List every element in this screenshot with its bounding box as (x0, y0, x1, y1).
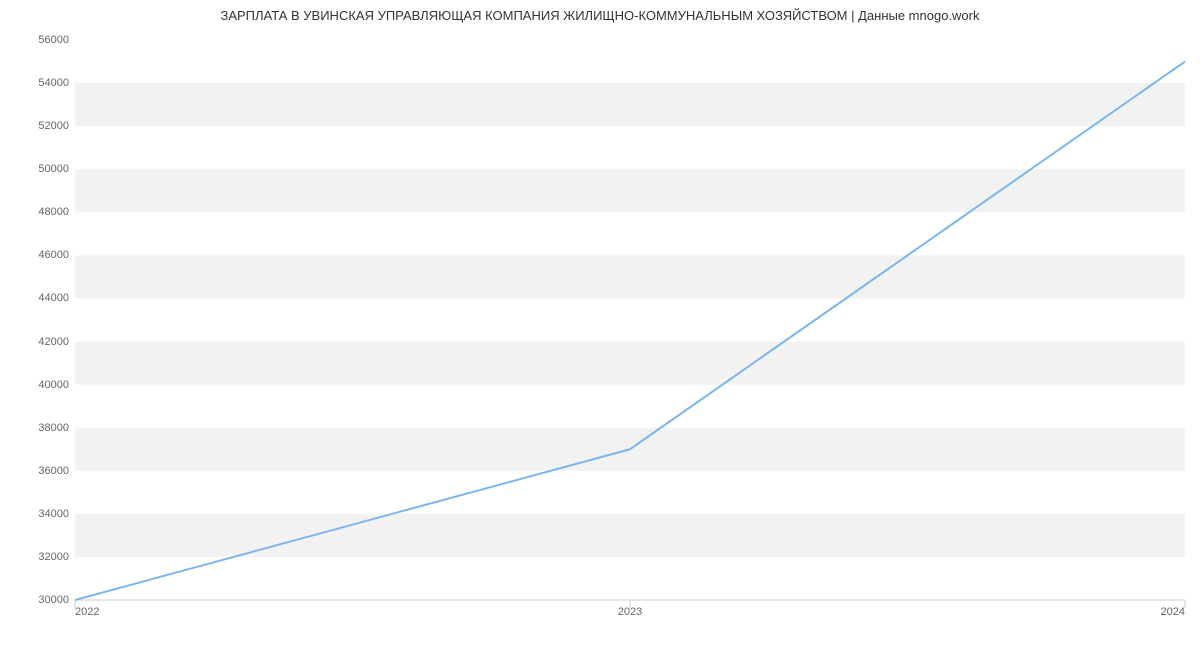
chart-svg (75, 40, 1185, 612)
y-tick-label: 52000 (38, 120, 69, 132)
y-tick-label: 38000 (38, 422, 69, 434)
x-tick-label: 2024 (1161, 606, 1185, 618)
plot-area: 3000032000340003600038000400004200044000… (75, 40, 1185, 600)
grid-band (75, 169, 1185, 212)
chart-title: ЗАРПЛАТА В УВИНСКАЯ УПРАВЛЯЮЩАЯ КОМПАНИЯ… (0, 8, 1200, 23)
grid-band (75, 83, 1185, 126)
y-tick-label: 48000 (38, 206, 69, 218)
chart-container: ЗАРПЛАТА В УВИНСКАЯ УПРАВЛЯЮЩАЯ КОМПАНИЯ… (0, 0, 1200, 650)
y-tick-label: 34000 (38, 508, 69, 520)
y-tick-label: 40000 (38, 379, 69, 391)
y-tick-label: 44000 (38, 292, 69, 304)
grid-band (75, 514, 1185, 557)
y-tick-label: 50000 (38, 163, 69, 175)
y-tick-label: 54000 (38, 77, 69, 89)
grid-band (75, 255, 1185, 298)
x-tick-label: 2023 (618, 606, 642, 618)
x-tick-label: 2022 (75, 606, 99, 618)
y-tick-label: 42000 (38, 336, 69, 348)
y-tick-label: 46000 (38, 249, 69, 261)
y-tick-label: 36000 (38, 465, 69, 477)
y-tick-label: 32000 (38, 551, 69, 563)
y-tick-label: 30000 (38, 594, 69, 606)
y-tick-label: 56000 (38, 34, 69, 46)
grid-band (75, 342, 1185, 385)
